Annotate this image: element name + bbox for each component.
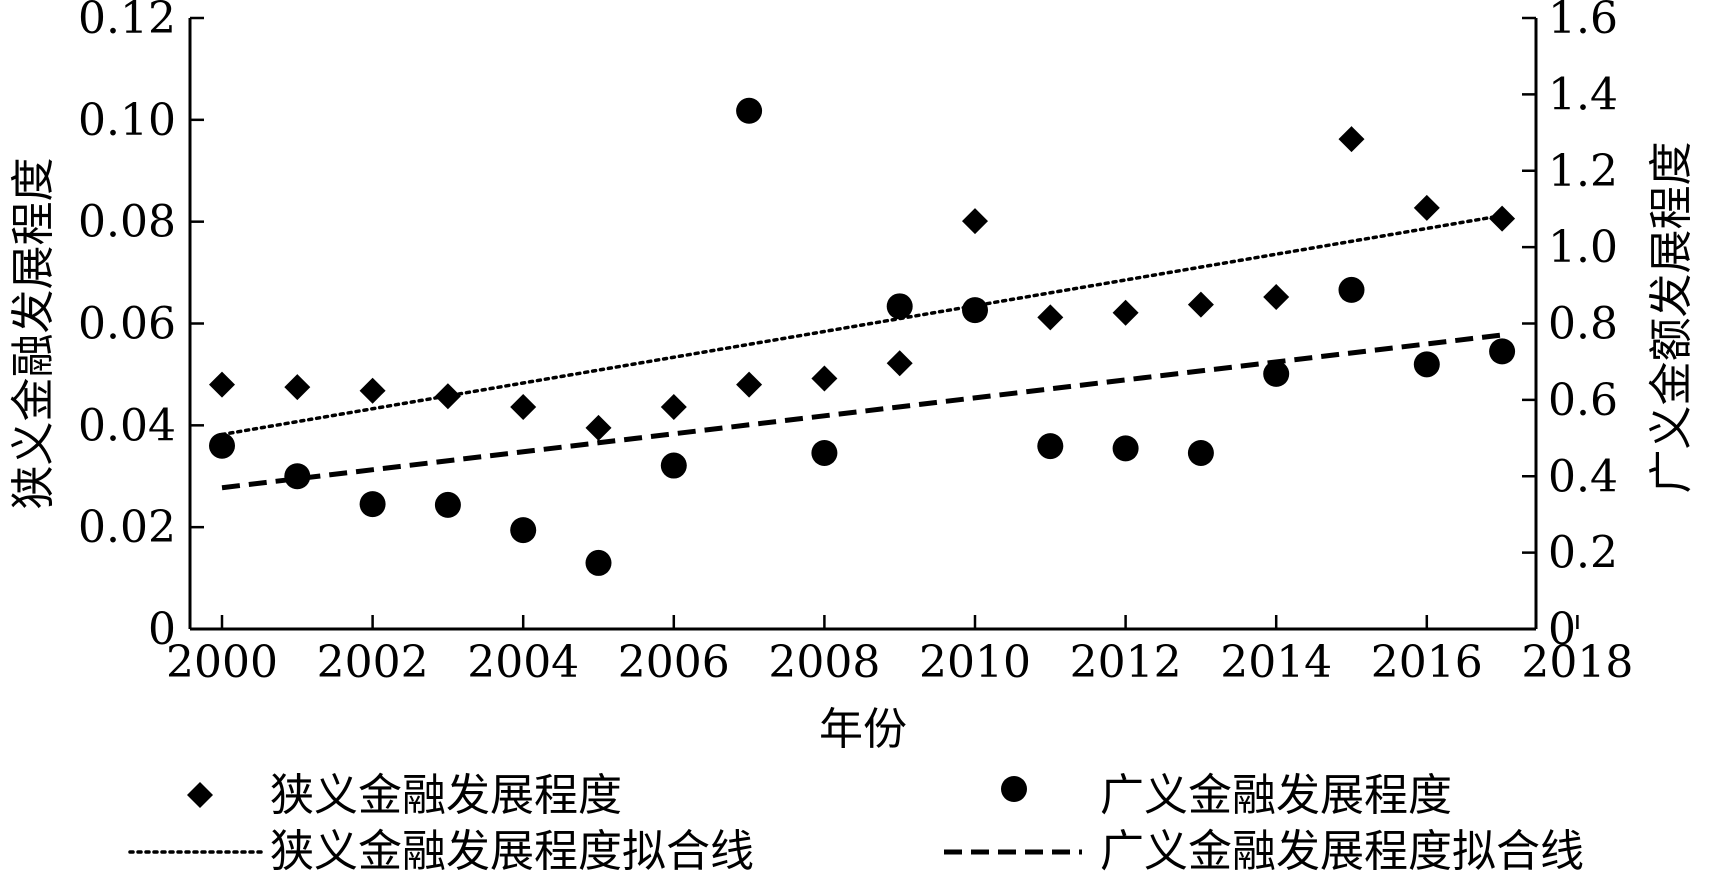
- broad-finance-point: [962, 297, 988, 324]
- narrow-finance-point: [1187, 291, 1214, 318]
- broad-finance-point: [434, 491, 461, 518]
- axes: 2000 2002 2004 2006 2008 2010 2012 2014 2016 2018…: [8, 0, 1697, 755]
- broad-finance-point: [1112, 435, 1139, 462]
- broad-finance-point: [1489, 338, 1516, 365]
- x-tick-label: 2012: [1070, 637, 1182, 688]
- broad-finance-fit-line: [221, 332, 1503, 491]
- left-y-tick-label: 0.10: [78, 95, 176, 146]
- narrow-finance-point: [510, 394, 537, 421]
- left-y-tick-label: 0: [148, 604, 176, 655]
- right-y-tick-label: 0.2: [1548, 528, 1618, 579]
- broad-finance-point: [284, 463, 311, 490]
- x-tick-label: 2002: [317, 637, 429, 688]
- right-y-tick-label: 1.0: [1548, 222, 1618, 273]
- broad-finance-point: [886, 293, 913, 320]
- broad-finance-point: [1037, 433, 1064, 460]
- narrow-finance-point: [284, 374, 311, 401]
- x-tick-label: 2000: [166, 637, 278, 688]
- narrow-finance-point: [1037, 304, 1064, 331]
- x-tick-label: 2010: [919, 637, 1031, 688]
- broad-finance-point: [510, 517, 537, 544]
- x-tick-label: 2016: [1371, 637, 1483, 688]
- narrow-finance-point: [1413, 194, 1440, 221]
- legend-label-narrow: 狭义金融发展程度: [270, 770, 622, 821]
- narrow-finance-point: [1338, 126, 1365, 153]
- left-y-tick-label: 0.02: [78, 502, 176, 553]
- legend-diamond-marker: [187, 782, 213, 808]
- x-axis-title: 年份: [819, 704, 907, 755]
- legend-circle-marker: [1001, 776, 1027, 802]
- narrow-finance-point: [359, 377, 386, 404]
- narrow-finance-point: [660, 394, 687, 421]
- right-y-tick-label: 0.8: [1548, 299, 1618, 350]
- right-y-tick-label: 0.6: [1548, 375, 1618, 426]
- broad-finance-point: [1187, 439, 1214, 466]
- legend-label-broad-fit: 广义金融发展程度拟合线: [1100, 826, 1584, 877]
- x-tick-label: 2014: [1220, 637, 1332, 688]
- right-y-tick-label: 1.4: [1548, 69, 1618, 120]
- plot-area: [209, 97, 1516, 576]
- left-y-tick-label: 0.04: [78, 400, 176, 451]
- x-tick-label: 2008: [768, 637, 880, 688]
- narrow-finance-point: [1489, 205, 1516, 232]
- right-y-tick-label: 0: [1548, 604, 1576, 655]
- narrow-finance-point: [886, 350, 913, 377]
- narrow-finance-fit-line: [220, 213, 1504, 437]
- broad-finance-point: [811, 439, 838, 466]
- narrow-finance-point: [1112, 299, 1139, 326]
- narrow-finance-point: [962, 208, 988, 235]
- legend-label-narrow-fit: 狭义金融发展程度拟合线: [270, 826, 754, 877]
- broad-finance-point: [660, 452, 687, 479]
- legend-label-broad: 广义金融发展程度: [1100, 770, 1452, 821]
- narrow-finance-point: [811, 365, 838, 392]
- broad-finance-point: [736, 97, 763, 124]
- broad-finance-point: [359, 491, 386, 518]
- broad-finance-point: [209, 432, 235, 459]
- broad-finance-point: [1263, 360, 1290, 387]
- narrow-finance-point: [736, 371, 763, 398]
- x-tick-label: 2006: [618, 637, 730, 688]
- left-y-axis-title: 狭义金融发展程度: [8, 158, 59, 510]
- left-y-tick-label: 0.12: [78, 0, 176, 44]
- left-y-tick-label: 0.08: [78, 197, 176, 248]
- broad-finance-point: [585, 549, 612, 576]
- right-y-tick-label: 0.4: [1548, 451, 1618, 502]
- narrow-finance-point: [434, 383, 461, 410]
- x-tick-label: 2004: [467, 637, 579, 688]
- right-y-tick-label: 1.6: [1548, 0, 1618, 44]
- broad-finance-point: [1413, 351, 1440, 378]
- x-tick-label: 2018: [1521, 637, 1633, 688]
- narrow-finance-point: [209, 371, 235, 398]
- narrow-finance-point: [585, 414, 612, 441]
- narrow-finance-point: [1263, 284, 1290, 311]
- right-y-tick-label: 1.2: [1548, 146, 1618, 197]
- left-y-tick-label: 0.06: [78, 299, 176, 350]
- right-y-axis-title: 广义金额发展程度: [1646, 142, 1697, 494]
- broad-finance-point: [1338, 276, 1365, 303]
